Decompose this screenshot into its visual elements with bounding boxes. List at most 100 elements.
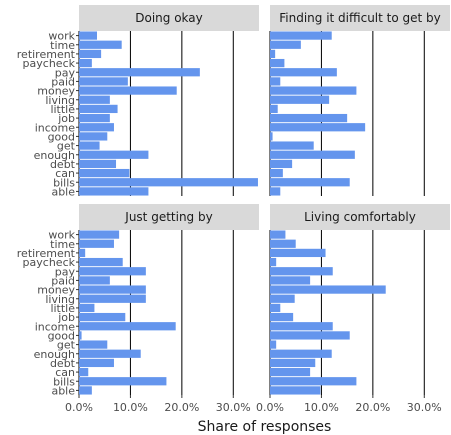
- bar-time: [270, 239, 296, 248]
- bar-bills: [79, 377, 167, 386]
- bar-pay: [270, 267, 333, 276]
- bar-able: [79, 187, 149, 196]
- bar-living: [270, 95, 330, 104]
- bar-income: [79, 322, 176, 331]
- bar-income: [270, 322, 333, 331]
- bar-bills: [270, 377, 357, 386]
- bar-work: [79, 31, 97, 40]
- panel-1: Doing okay worktimeretirementpaycheckpayp…: [17, 5, 259, 198]
- bar-job: [79, 312, 126, 322]
- bar-time: [79, 239, 114, 248]
- category-label: able: [51, 185, 75, 198]
- bar-job: [270, 113, 348, 123]
- category-label: time: [50, 238, 75, 251]
- bar-enough: [270, 349, 332, 358]
- category-label: good: [48, 130, 75, 143]
- bar-get: [270, 340, 277, 349]
- category-label: debt: [50, 158, 76, 171]
- bar-get: [79, 141, 100, 150]
- bar-money: [79, 86, 177, 95]
- x-tick-label: 10.0%: [113, 401, 148, 414]
- x-tick-label: 30.0%: [216, 401, 251, 414]
- bar-little: [79, 104, 118, 114]
- bar-paycheck: [79, 257, 123, 267]
- strip-background: [270, 5, 450, 31]
- bar-good: [270, 331, 350, 340]
- bar-retirement: [270, 49, 276, 59]
- category-label: income: [35, 121, 76, 134]
- bar-job: [79, 113, 110, 123]
- bar-work: [270, 230, 286, 239]
- category-label: paycheck: [23, 57, 76, 70]
- bar-can: [270, 168, 283, 178]
- x-tick-label: 30.0%: [407, 401, 442, 414]
- bar-living: [270, 294, 295, 303]
- panel-4: Living comfortably 0.0% 10.0% 20.0% 30.0%: [256, 204, 450, 414]
- category-label: pay: [55, 265, 76, 278]
- category-label: retirement: [17, 48, 76, 61]
- bar-retirement: [270, 248, 326, 258]
- bar-little: [270, 303, 281, 313]
- category-label: work: [48, 30, 75, 43]
- category-label: job: [57, 112, 75, 125]
- bar-paid: [79, 77, 128, 86]
- bar-can: [270, 367, 311, 377]
- bar-job: [270, 312, 294, 322]
- category-label: little: [50, 302, 75, 315]
- category-label: enough: [34, 149, 75, 162]
- bar-enough: [79, 349, 141, 358]
- strip-background: [79, 5, 259, 31]
- bar-enough: [79, 150, 149, 159]
- x-tick-label: 10.0%: [304, 401, 339, 414]
- category-label: living: [45, 94, 75, 107]
- bar-good: [79, 331, 82, 340]
- bar-paycheck: [270, 58, 285, 68]
- category-label: debt: [50, 357, 76, 370]
- category-label: living: [45, 293, 75, 306]
- panel-2: Finding it difficult to get by: [269, 5, 450, 196]
- bar-living: [79, 95, 110, 104]
- bar-debt: [270, 159, 293, 169]
- bar-money: [270, 285, 386, 294]
- bar-bills: [79, 178, 258, 187]
- panel-title: Just getting by: [124, 210, 212, 224]
- category-label: retirement: [17, 247, 76, 260]
- bar-debt: [79, 159, 117, 169]
- bar-paid: [79, 276, 110, 285]
- x-tick-label: 20.0%: [355, 401, 390, 414]
- category-label: pay: [55, 66, 76, 79]
- category-label: enough: [34, 348, 75, 361]
- bar-enough: [270, 150, 355, 159]
- category-label: get: [57, 140, 76, 153]
- category-label: able: [51, 384, 75, 397]
- bar-time: [79, 40, 122, 49]
- panel-title: Living comfortably: [304, 210, 416, 224]
- category-label: can: [55, 366, 75, 379]
- category-label: money: [37, 284, 75, 297]
- bar-work: [79, 230, 120, 239]
- bar-retirement: [79, 49, 102, 59]
- bar-living: [79, 294, 146, 303]
- strip-background: [79, 204, 259, 230]
- bar-bills: [270, 178, 350, 187]
- panel-title: Doing okay: [135, 11, 203, 25]
- category-label: paid: [51, 274, 75, 287]
- bar-get: [79, 340, 108, 349]
- bar-pay: [79, 68, 200, 77]
- bar-paycheck: [79, 58, 92, 68]
- category-label: money: [37, 85, 75, 98]
- category-label: bills: [53, 375, 75, 388]
- panel-3: Just getting by worktimeretirementpaychec…: [17, 204, 259, 414]
- category-label: bills: [53, 176, 75, 189]
- category-label: paid: [51, 75, 75, 88]
- category-label: income: [35, 320, 76, 333]
- strip-background: [270, 204, 450, 230]
- bar-can: [79, 168, 130, 178]
- category-label: time: [50, 39, 75, 52]
- bar-able: [270, 386, 321, 395]
- category-label: little: [50, 103, 75, 116]
- bar-debt: [79, 358, 114, 368]
- bar-paid: [270, 77, 281, 86]
- bar-paid: [270, 276, 311, 285]
